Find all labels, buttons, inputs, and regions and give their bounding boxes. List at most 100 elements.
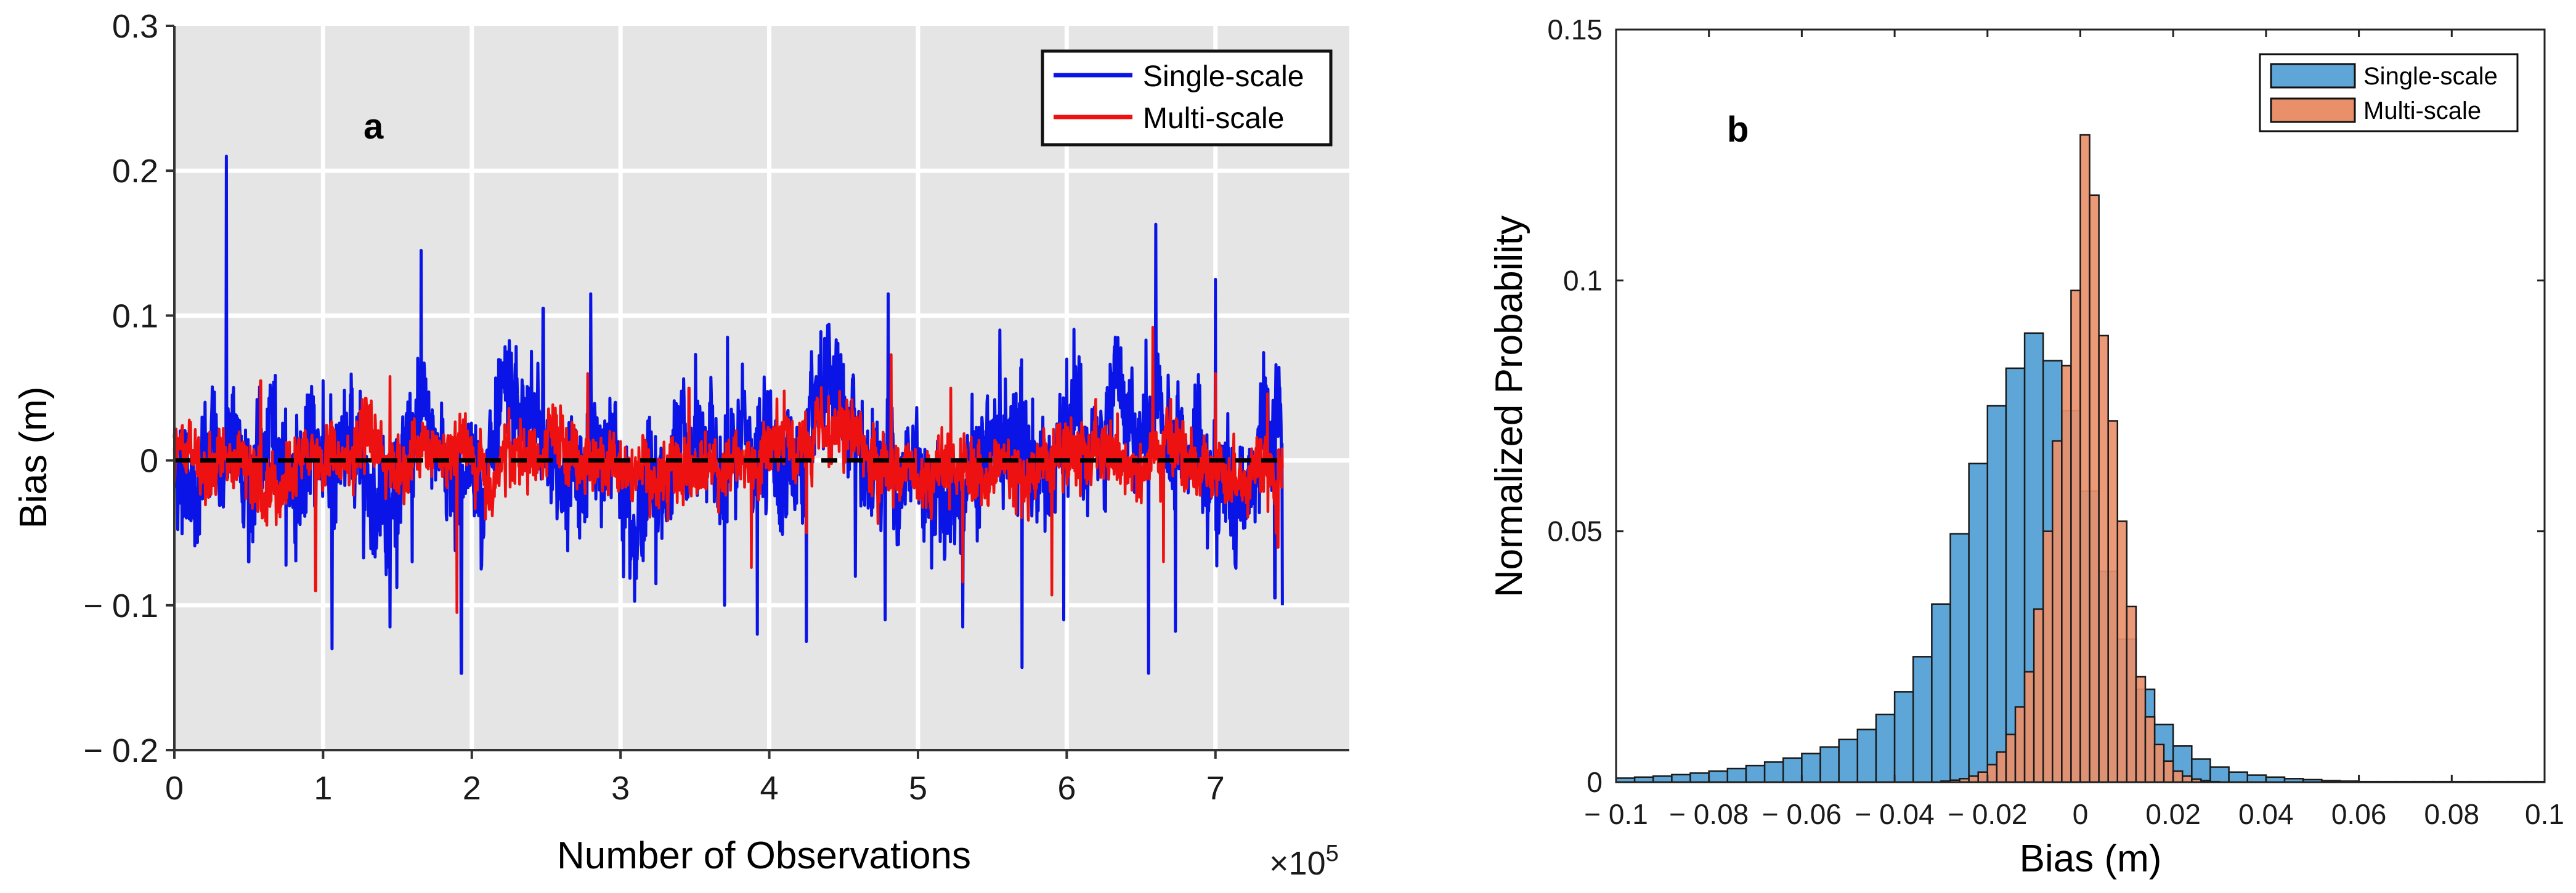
histogram-bar xyxy=(1986,405,2007,783)
x-tick-label: 5 xyxy=(909,770,927,807)
x-tick-label: 0.1 xyxy=(2525,798,2564,830)
histogram-bar xyxy=(2070,289,2081,783)
x-tick-label: − 0.06 xyxy=(1762,798,1842,830)
x-tick-label: 6 xyxy=(1057,770,1076,807)
legend-a-box xyxy=(1041,49,1333,147)
y-tick-label: 0.3 xyxy=(112,8,158,45)
y-tick-label: 0.1 xyxy=(112,297,158,334)
y-tick-label: 0.1 xyxy=(1563,264,1603,296)
histogram-bar xyxy=(2033,608,2044,783)
histogram-bar xyxy=(2209,766,2230,783)
x-tick-label: 4 xyxy=(760,770,779,807)
histogram-bar xyxy=(1819,746,1840,783)
histogram-bar xyxy=(1893,691,1914,783)
histogram-bar xyxy=(1875,713,1896,783)
y-tick-label: 0 xyxy=(140,443,158,480)
x-tick-label: 0.06 xyxy=(2331,798,2387,830)
x-tick-label: 7 xyxy=(1206,770,1225,807)
panel-b-label: b xyxy=(1727,110,1749,150)
panel-a: 0 1 2 3 4 5 6 7 − 0.2 − 0.1 0 0.1 0.2 0.3 a Number o… xyxy=(12,8,1349,882)
y-tick-label: 0.15 xyxy=(1547,14,1603,46)
legend-b-label-single: Single-scale xyxy=(2363,63,2498,90)
x-tick-label: − 0.1 xyxy=(1584,798,1648,830)
histogram-bar xyxy=(1689,772,1710,783)
plot-a-axes xyxy=(166,25,1349,759)
x-tick-label: 1 xyxy=(314,770,332,807)
x-tick-label: 0 xyxy=(2073,798,2089,830)
plot-a-x-tick-labels: 0 1 2 3 4 5 6 7 xyxy=(165,770,1225,807)
histogram-bar xyxy=(1986,764,1998,783)
histogram-bar xyxy=(1801,753,1821,783)
histogram-bar xyxy=(2246,774,2267,783)
x-tick-label: − 0.04 xyxy=(1855,798,1935,830)
histogram-bar xyxy=(2116,520,2128,783)
legend-a-label-single: Single-scale xyxy=(1143,60,1304,93)
histogram-bar xyxy=(1726,767,1747,783)
legend-b-label-multi: Multi-scale xyxy=(2363,97,2481,124)
histogram-bar xyxy=(1856,729,1877,783)
legend-b: Single-scale Multi-scale xyxy=(2259,53,2519,132)
histogram-bar xyxy=(2153,743,2165,783)
x-tick-label: 2 xyxy=(463,770,481,807)
y-tick-label: 0.05 xyxy=(1547,515,1603,548)
x-tick-label: 0 xyxy=(165,770,184,807)
plot-b-y-tick-labels: 0 0.05 0.1 0.15 xyxy=(1547,14,1603,798)
histogram-bar xyxy=(1996,751,2007,783)
histogram-bar xyxy=(2061,365,2072,783)
x-multiplier-base: ×10 xyxy=(1269,845,1326,882)
legend-b-swatch-single xyxy=(2270,63,2356,89)
x-multiplier: ×105 xyxy=(1269,841,1339,882)
y-tick-label: − 0.1 xyxy=(83,588,158,624)
histogram-bar xyxy=(2052,440,2063,783)
histogram-bar xyxy=(1671,774,1691,783)
histogram-bar xyxy=(2107,420,2119,783)
histogram-bar xyxy=(2042,530,2054,783)
histogram-bar xyxy=(2228,771,2249,783)
histogram-bar xyxy=(1931,603,1951,783)
x-tick-label: 0.02 xyxy=(2145,798,2201,830)
histogram-bar xyxy=(1912,656,1933,783)
panel-b: − 0.1 − 0.08 − 0.06 − 0.04 − 0.02 0 0.02 0.04 0.… xyxy=(1488,14,2564,880)
y-axis-label-b: Normalized Probability xyxy=(1488,216,1530,597)
y-tick-label: 0 xyxy=(1587,766,1603,798)
histogram-bar xyxy=(2014,706,2026,783)
histogram-bar xyxy=(2135,676,2147,783)
x-tick-label: 0.08 xyxy=(2424,798,2480,830)
histogram-bar xyxy=(1838,738,1859,783)
histogram-bar xyxy=(2005,733,2017,783)
legend-b-swatch-multi xyxy=(2270,97,2356,123)
histogram-bar xyxy=(1782,757,1803,783)
y-tick-label: − 0.2 xyxy=(83,732,158,769)
plot-b-axes xyxy=(1615,28,2546,783)
histogram-bar xyxy=(1977,771,1989,783)
legend-a-label-multi: Multi-scale xyxy=(1143,102,1284,135)
x-tick-label: − 0.08 xyxy=(1669,798,1749,830)
x-tick-label: − 0.02 xyxy=(1948,798,2027,830)
panel-a-label: a xyxy=(364,107,384,147)
histogram-bar xyxy=(2023,671,2035,783)
x-tick-label: 3 xyxy=(611,770,630,807)
plot-b-x-tick-labels: − 0.1 − 0.08 − 0.06 − 0.04 − 0.02 0 0.02 0.04 0.… xyxy=(1584,798,2564,830)
histogram-bar xyxy=(1968,463,1989,783)
histogram-bar xyxy=(2191,758,2211,783)
histogram-bar xyxy=(2098,334,2109,783)
histogram-bar xyxy=(2172,770,2184,783)
histogram-bar xyxy=(2089,194,2100,783)
plot-a-y-tick-labels: − 0.2 − 0.1 0 0.1 0.2 0.3 xyxy=(83,8,158,769)
histogram-bar xyxy=(1763,761,1784,783)
legend-a: Single-scale Multi-scale xyxy=(1041,49,1333,147)
histogram-bar xyxy=(2079,134,2090,783)
x-multiplier-exponent: 5 xyxy=(1326,841,1339,867)
histogram-bar xyxy=(1708,770,1729,783)
x-axis-label-a: Number of Observations xyxy=(557,834,971,877)
x-axis-label-b: Bias (m) xyxy=(2020,838,2162,880)
y-axis-label-a: Bias (m) xyxy=(12,387,55,529)
histogram-bar xyxy=(1745,764,1766,783)
y-tick-label: 0.2 xyxy=(112,153,158,190)
histogram-bar xyxy=(2144,716,2156,783)
histogram-multi-scale-bars xyxy=(1940,134,2220,783)
x-tick-label: 0.04 xyxy=(2238,798,2294,830)
histogram-bar xyxy=(2126,605,2137,783)
histogram-bar xyxy=(2163,760,2174,783)
